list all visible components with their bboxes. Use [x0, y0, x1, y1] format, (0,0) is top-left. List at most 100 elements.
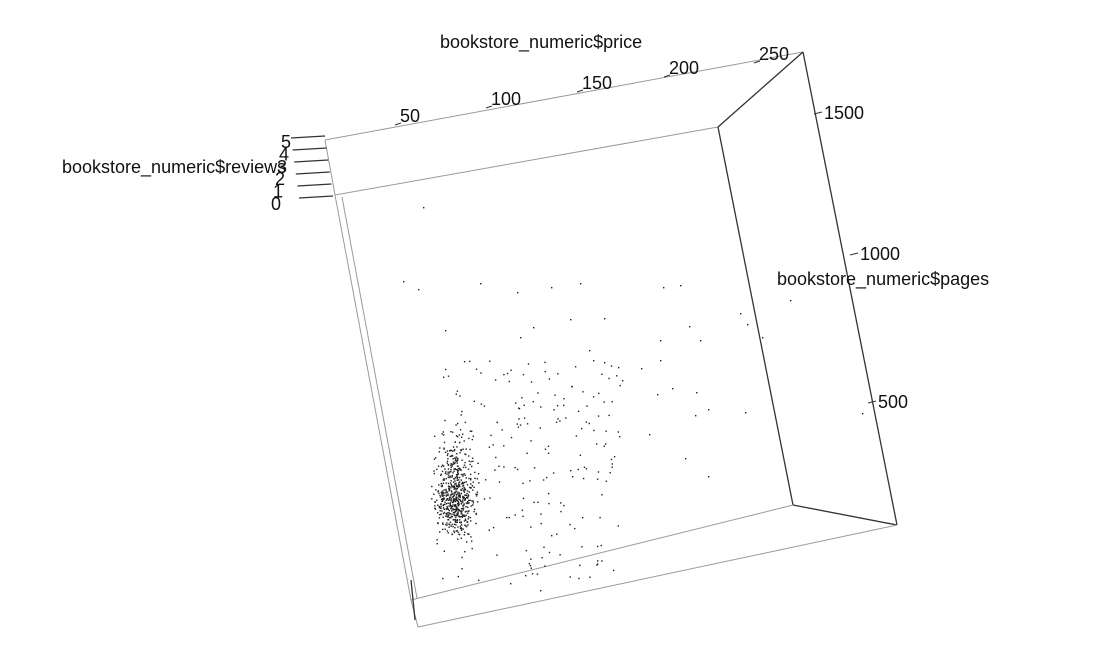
data-point	[446, 498, 448, 500]
data-point	[464, 488, 466, 490]
data-point	[459, 496, 461, 499]
data-point	[464, 511, 467, 513]
data-point	[446, 522, 448, 524]
data-point	[608, 414, 610, 417]
data-point	[520, 337, 522, 339]
data-point	[458, 492, 460, 494]
data-point	[463, 514, 465, 516]
data-point	[455, 490, 457, 492]
data-point	[456, 530, 458, 532]
data-point	[605, 430, 607, 432]
data-point	[455, 530, 457, 532]
data-point	[657, 394, 659, 396]
data-point	[527, 363, 530, 365]
data-point	[452, 499, 455, 501]
data-point	[455, 509, 457, 511]
data-point	[453, 530, 455, 532]
data-point	[462, 475, 464, 477]
data-point	[454, 478, 456, 480]
data-point	[441, 485, 443, 488]
data-point	[455, 504, 457, 506]
data-point	[442, 495, 444, 497]
data-point	[563, 504, 565, 507]
data-point	[453, 462, 456, 465]
data-point	[434, 508, 437, 510]
z-axis-label: bookstore_numeric$reviews	[62, 157, 286, 178]
data-point	[447, 519, 449, 521]
data-point	[456, 469, 458, 471]
data-point	[456, 465, 459, 467]
data-point	[447, 458, 449, 460]
data-point	[455, 516, 457, 519]
data-point	[556, 405, 559, 407]
data-point	[455, 496, 457, 498]
data-point	[445, 512, 447, 515]
data-point	[552, 472, 555, 474]
data-point	[457, 501, 459, 503]
data-point	[433, 470, 435, 472]
data-point	[553, 409, 555, 411]
data-point	[498, 465, 500, 467]
data-point	[453, 478, 455, 480]
data-point	[445, 503, 448, 505]
data-point	[457, 485, 459, 487]
data-point	[523, 417, 526, 419]
data-point	[462, 514, 464, 516]
data-point	[445, 330, 447, 332]
data-point	[461, 556, 463, 559]
data-point	[618, 366, 620, 369]
data-point	[451, 491, 453, 493]
data-point	[459, 441, 461, 444]
data-point	[445, 490, 447, 492]
data-point	[563, 398, 565, 400]
data-point	[448, 489, 450, 492]
data-point	[452, 431, 454, 433]
data-point	[467, 510, 469, 512]
data-point	[462, 484, 465, 487]
data-point	[530, 567, 532, 569]
data-point	[455, 514, 457, 517]
data-point	[445, 499, 448, 501]
data-point	[449, 455, 451, 458]
data-point	[443, 550, 445, 552]
data-point	[449, 471, 451, 473]
data-point	[483, 498, 486, 500]
data-point	[464, 515, 466, 517]
data-point	[440, 474, 442, 477]
data-point	[455, 458, 457, 460]
data-point	[532, 401, 534, 403]
data-point	[452, 501, 455, 503]
data-point	[461, 487, 464, 490]
data-point	[433, 458, 436, 460]
data-point	[586, 405, 588, 407]
data-point	[593, 429, 595, 432]
data-point	[467, 518, 469, 520]
data-point	[548, 492, 550, 495]
data-point	[449, 513, 451, 515]
data-point	[563, 404, 565, 407]
data-point	[446, 508, 448, 510]
data-point	[462, 501, 464, 503]
data-point	[465, 494, 468, 497]
data-point	[443, 497, 445, 499]
data-point	[470, 536, 472, 538]
data-point	[442, 523, 444, 525]
data-point	[457, 508, 459, 511]
y-axis-label: bookstore_numeric$pages	[777, 269, 989, 290]
z-tick-label: 2	[275, 169, 285, 189]
data-point	[577, 468, 579, 471]
data-point	[503, 466, 505, 468]
data-point	[451, 455, 454, 457]
data-point	[443, 489, 445, 491]
data-point	[577, 410, 580, 412]
data-point	[451, 533, 454, 535]
data-point	[467, 512, 469, 514]
data-point	[465, 525, 468, 528]
data-point	[437, 512, 439, 514]
data-point	[454, 518, 456, 521]
data-point	[447, 502, 449, 504]
data-point	[433, 493, 435, 495]
data-point	[438, 505, 440, 508]
data-point	[619, 436, 621, 438]
data-point	[457, 471, 459, 474]
